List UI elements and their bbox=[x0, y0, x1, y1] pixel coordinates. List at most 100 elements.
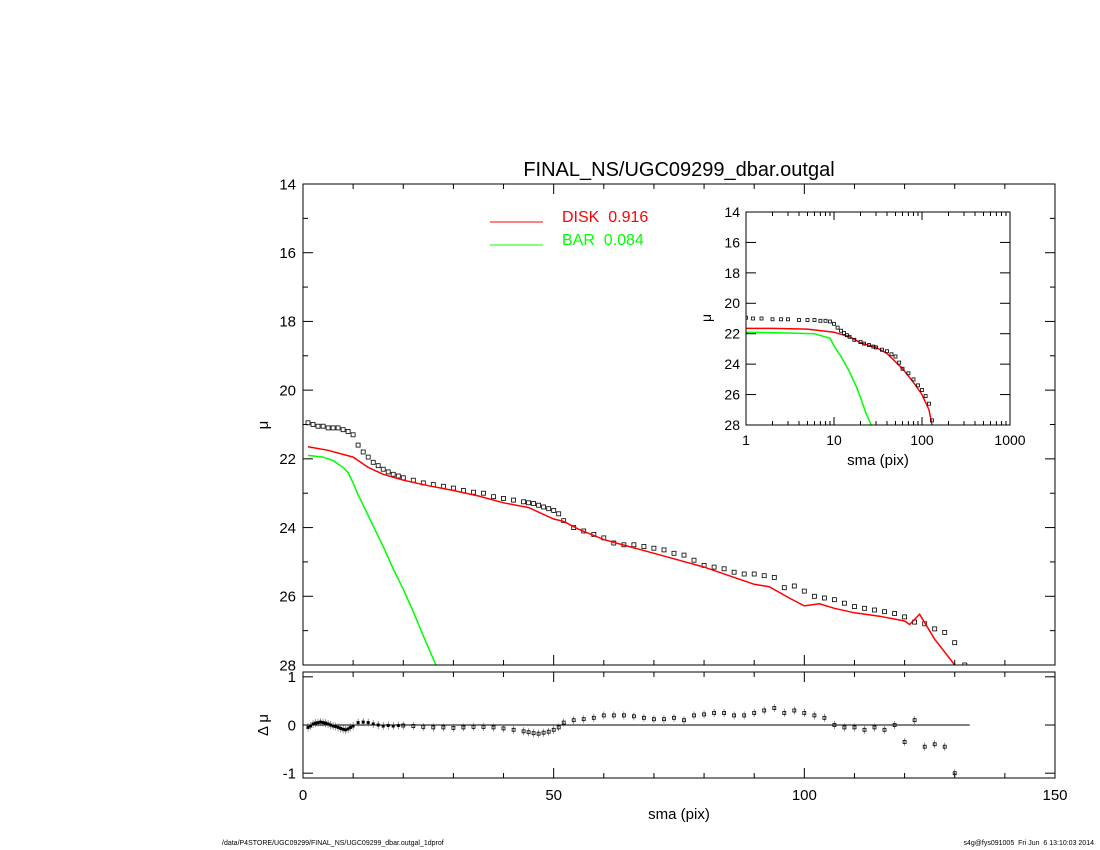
residual-point bbox=[712, 711, 716, 715]
residual-plot-area bbox=[306, 704, 970, 778]
footer-file-path: /data/P4STORE/UGC09299/FINAL_NS/UGC09299… bbox=[222, 840, 444, 847]
main-data-point bbox=[335, 425, 341, 431]
residual-point bbox=[376, 723, 380, 727]
main-data-point bbox=[471, 489, 476, 495]
main-data-point bbox=[962, 662, 968, 665]
main-data-point bbox=[872, 607, 877, 613]
residual-point bbox=[306, 725, 310, 729]
inset-x-tick-label: 1000 bbox=[994, 432, 1025, 448]
residual-x-tick-label: 50 bbox=[545, 787, 562, 804]
main-y-axis-label: μ bbox=[255, 421, 272, 430]
residual-point bbox=[541, 730, 546, 735]
residual-point bbox=[652, 717, 656, 722]
residual-point bbox=[812, 713, 817, 718]
residual-point bbox=[922, 744, 927, 749]
residual-point bbox=[324, 721, 328, 725]
main-y-tick-label: 24 bbox=[279, 520, 296, 537]
main-data-point bbox=[671, 550, 677, 556]
main-data-point bbox=[812, 593, 817, 599]
residual-point bbox=[556, 725, 561, 730]
residual-point bbox=[672, 715, 676, 720]
main-data-point bbox=[546, 506, 552, 512]
inset-data-point bbox=[839, 328, 843, 333]
residual-y-tick-label: 0 bbox=[288, 717, 296, 734]
residual-point bbox=[366, 721, 370, 725]
residual-point bbox=[326, 722, 330, 726]
main-data-point bbox=[345, 428, 351, 434]
main-data-point bbox=[395, 473, 401, 479]
residual-point bbox=[344, 728, 348, 732]
inset-frame bbox=[745, 211, 1011, 426]
main-data-point bbox=[531, 501, 536, 506]
inset-data-point bbox=[847, 334, 852, 339]
residual-point bbox=[316, 721, 320, 725]
residual-point bbox=[571, 718, 576, 723]
residual-point bbox=[351, 724, 355, 728]
residual-point bbox=[546, 729, 551, 734]
residual-point bbox=[762, 708, 767, 713]
main-data-point bbox=[852, 604, 857, 609]
residual-point bbox=[501, 726, 506, 731]
inset-panel: 14 16 18 20 22 24 26 28 1 10 100 1000 sma (pix) μ bbox=[698, 204, 1026, 469]
main-data-point bbox=[822, 595, 827, 601]
main-data-point bbox=[711, 564, 717, 570]
residual-point bbox=[441, 725, 446, 730]
inset-data-point bbox=[900, 366, 905, 371]
inset-y-tick-label: 24 bbox=[724, 356, 740, 372]
main-data-point bbox=[481, 490, 486, 496]
inset-y-tick-label: 14 bbox=[724, 204, 740, 220]
main-data-point bbox=[651, 545, 657, 551]
residual-panel: -101 0 50 100 150 sma (pix) Δ μ bbox=[255, 669, 1068, 823]
inset-data-point bbox=[862, 341, 866, 346]
main-y-tick-label: 18 bbox=[279, 314, 296, 331]
main-data-point bbox=[942, 630, 948, 635]
main-y-tick-label: 28 bbox=[279, 657, 296, 674]
residual-point bbox=[862, 727, 867, 732]
residual-point bbox=[386, 724, 390, 728]
inset-x-axis-label: sma (pix) bbox=[847, 452, 909, 469]
main-data-point bbox=[631, 542, 637, 548]
residual-point bbox=[321, 721, 325, 725]
residual-point bbox=[349, 725, 353, 729]
residual-point bbox=[431, 725, 436, 730]
residual-point bbox=[451, 726, 456, 730]
main-data-point bbox=[320, 423, 326, 429]
main-data-point bbox=[541, 504, 546, 510]
main-data-point bbox=[691, 557, 697, 563]
inset-y-tick-label: 18 bbox=[724, 265, 740, 281]
main-bar-model-line bbox=[307, 454, 437, 665]
residual-x-tick-label: 100 bbox=[792, 787, 817, 804]
residual-y-axis-label: Δ μ bbox=[255, 714, 272, 736]
main-data-point bbox=[731, 569, 737, 575]
residual-point bbox=[601, 713, 606, 718]
inset-data-point bbox=[805, 318, 810, 322]
inset-y-tick-label: 20 bbox=[724, 295, 740, 311]
residual-point bbox=[782, 711, 787, 715]
inset-data-point bbox=[867, 343, 871, 348]
main-data-point bbox=[360, 449, 366, 455]
main-data-point bbox=[801, 588, 807, 594]
residual-point bbox=[892, 723, 897, 727]
inset-x-ticks: 1 10 100 1000 bbox=[742, 212, 1026, 448]
residual-point bbox=[642, 715, 646, 720]
main-data-point bbox=[932, 626, 938, 632]
residual-point bbox=[662, 717, 666, 722]
inset-data-point bbox=[916, 383, 920, 388]
inset-data-point bbox=[823, 318, 828, 323]
inset-data-point bbox=[874, 345, 878, 350]
residual-point bbox=[511, 727, 516, 732]
residual-point bbox=[331, 724, 335, 728]
residual-x-axis-label: sma (pix) bbox=[648, 806, 710, 823]
main-data-point bbox=[832, 597, 837, 603]
main-data-point bbox=[551, 507, 557, 513]
residual-x-tick-label: 0 bbox=[299, 787, 307, 804]
main-data-point bbox=[390, 471, 396, 477]
main-data-point bbox=[340, 427, 346, 433]
main-data-point bbox=[681, 552, 687, 558]
residual-point bbox=[832, 723, 837, 727]
main-data-point bbox=[952, 640, 958, 646]
inset-data-point bbox=[770, 317, 775, 322]
main-data-point bbox=[721, 566, 727, 572]
main-data-point bbox=[751, 571, 757, 577]
